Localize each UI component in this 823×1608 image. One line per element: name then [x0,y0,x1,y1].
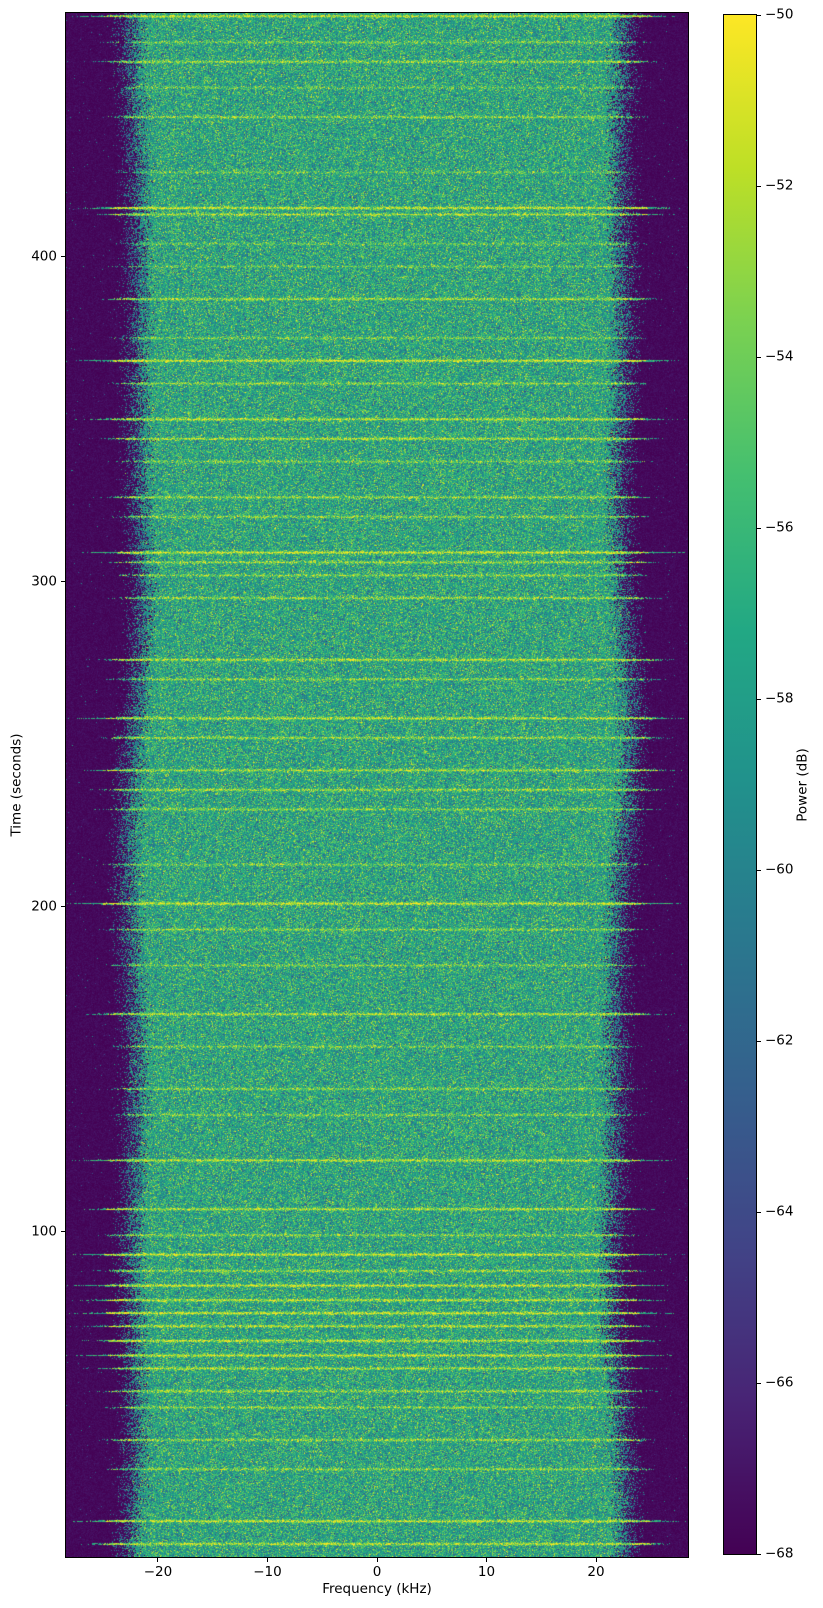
x-tick-label: 0 [372,1564,382,1580]
y-tick-mark [61,581,65,583]
y-tick-mark [61,1231,65,1233]
colorbar-tick-mark [757,356,761,358]
y-tick-label: 100 [31,1223,57,1240]
colorbar-tick-label: −58 [765,690,794,707]
x-tick-label: 20 [587,1564,605,1580]
colorbar-tick-mark [757,14,761,16]
x-tick-mark [157,1558,159,1562]
y-tick-mark [61,906,65,908]
y-tick-label: 400 [31,248,57,265]
colorbar-tick-mark [757,1040,761,1042]
x-tick-mark [376,1558,378,1562]
y-tick-mark [61,256,65,258]
colorbar-tick-mark [757,869,761,871]
x-axis-label: Frequency (kHz) [322,1581,432,1597]
spectrogram-heatmap [66,13,688,1557]
x-tick-mark [486,1558,487,1562]
colorbar-tick-mark [757,527,761,529]
x-tick-mark [266,1558,268,1562]
x-tick-label: −20 [143,1564,173,1580]
colorbar-tick-label: −62 [765,1032,794,1049]
colorbar-tick-label: −54 [765,348,794,365]
colorbar [724,15,756,1554]
colorbar-tick-label: −56 [765,519,794,536]
colorbar-tick-label: −64 [765,1203,794,1220]
colorbar-label: Power (dB) [794,748,811,822]
colorbar-tick-mark [757,1553,761,1555]
colorbar-tick-mark [757,1211,761,1213]
colorbar-tick-label: −50 [765,6,794,23]
colorbar-tick-label: −52 [765,177,794,194]
plot-frame [65,12,689,1558]
x-tick-label: −10 [253,1564,282,1580]
colorbar-tick-mark [757,185,761,187]
y-tick-label: 300 [31,573,57,590]
y-tick-label: 200 [31,898,57,915]
colorbar-tick-label: −66 [765,1374,794,1391]
x-tick-mark [595,1558,597,1562]
colorbar-frame [723,14,757,1555]
colorbar-tick-mark [757,698,761,700]
colorbar-tick-label: −68 [765,1545,794,1562]
x-tick-label: 10 [477,1564,496,1580]
colorbar-tick-mark [757,1382,761,1384]
colorbar-tick-label: −60 [765,861,794,878]
y-axis-label: Time (seconds) [8,733,25,837]
